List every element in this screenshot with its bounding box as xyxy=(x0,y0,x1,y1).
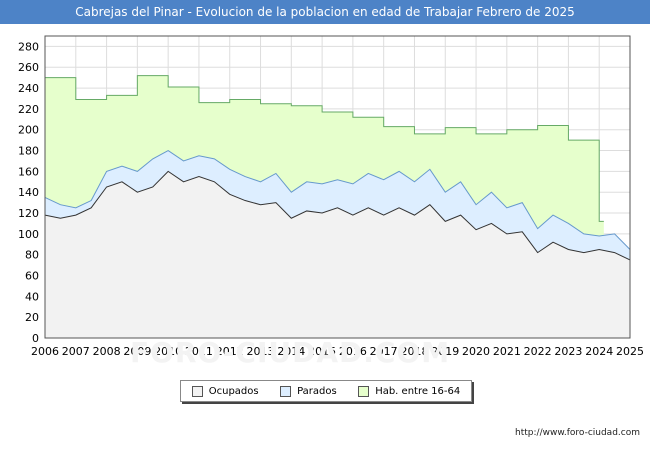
x-tick-label: 2019 xyxy=(431,345,459,358)
y-tick-label: 0 xyxy=(32,332,39,345)
x-tick-label: 2020 xyxy=(462,345,490,358)
legend-label-hab: Hab. entre 16-64 xyxy=(375,385,461,397)
x-tick-label: 2021 xyxy=(493,345,521,358)
y-tick-label: 260 xyxy=(18,61,39,74)
x-tick-label: 2014 xyxy=(277,345,305,358)
y-tick-label: 200 xyxy=(18,124,39,137)
legend-label-ocupados: Ocupados xyxy=(208,385,259,397)
x-tick-label: 2006 xyxy=(31,345,59,358)
y-tick-label: 140 xyxy=(18,186,39,199)
x-tick-label: 2024 xyxy=(585,345,613,358)
x-tick-label: 2025 xyxy=(616,345,644,358)
x-tick-label: 2022 xyxy=(524,345,552,358)
x-tick-label: 2012 xyxy=(216,345,244,358)
legend-item-ocupados: Ocupados xyxy=(191,385,259,397)
legend: Ocupados Parados Hab. entre 16-64 xyxy=(180,380,472,402)
y-tick-label: 20 xyxy=(25,311,39,324)
y-tick-label: 220 xyxy=(18,103,39,116)
y-tick-label: 280 xyxy=(18,40,39,53)
y-tick-label: 120 xyxy=(18,207,39,220)
x-tick-label: 2023 xyxy=(554,345,582,358)
ocupados-swatch xyxy=(191,385,203,397)
x-tick-label: 2007 xyxy=(62,345,90,358)
y-tick-label: 60 xyxy=(25,270,39,283)
plot-border xyxy=(44,35,631,339)
series-areas xyxy=(44,75,631,338)
y-tick-label: 100 xyxy=(18,228,39,241)
x-tick-label: 2017 xyxy=(370,345,398,358)
source-url[interactable]: http://www.foro-ciudad.com xyxy=(515,428,640,438)
x-tick-label: 2008 xyxy=(93,345,121,358)
y-tick-label: 160 xyxy=(18,165,39,178)
y-tick-label: 240 xyxy=(18,82,39,95)
axes xyxy=(44,35,631,339)
parados-swatch xyxy=(280,385,292,397)
watermark: FORO-CIUDAD.COM xyxy=(130,336,451,369)
tick-labels: 0 20 40 60 80 100 120 140 160 180 200 220 240 260 280 2… xyxy=(18,40,644,358)
x-tick-label: 2015 xyxy=(308,345,336,358)
x-tick-label: 2011 xyxy=(185,345,213,358)
hab-swatch xyxy=(358,385,370,397)
x-tick-label: 2010 xyxy=(154,345,182,358)
legend-item-hab: Hab. entre 16-64 xyxy=(358,385,461,397)
y-tick-label: 80 xyxy=(25,249,39,262)
legend-label-parados: Parados xyxy=(297,385,337,397)
parados-line xyxy=(44,149,631,250)
chart-title: Cabrejas del Pinar - Evolucion de la pob… xyxy=(0,0,650,24)
x-tick-label: 2018 xyxy=(400,345,428,358)
x-tick-label: 2016 xyxy=(339,345,367,358)
x-tick-label: 2013 xyxy=(247,345,275,358)
legend-item-parados: Parados xyxy=(280,385,337,397)
x-tick-label: 2009 xyxy=(123,345,151,358)
ocupados-line xyxy=(44,170,631,261)
y-tick-label: 40 xyxy=(25,290,39,303)
hab-line xyxy=(45,75,604,222)
y-tick-label: 180 xyxy=(18,145,39,158)
ocupados-area xyxy=(45,171,630,338)
